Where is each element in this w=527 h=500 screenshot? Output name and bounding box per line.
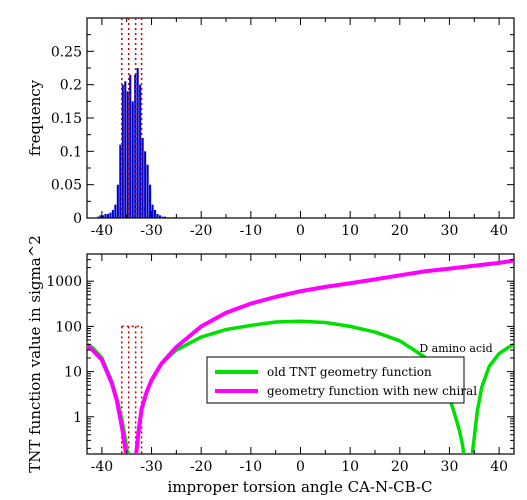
x-tick-label: 20 xyxy=(391,223,409,239)
histogram-bar xyxy=(144,151,147,218)
x-tick-label: 0 xyxy=(296,223,305,239)
function-curves xyxy=(87,258,514,454)
histogram-bar xyxy=(106,214,109,218)
histogram-bar xyxy=(161,216,164,218)
histogram-bar xyxy=(99,215,102,218)
histogram-bars xyxy=(96,68,176,218)
y-tick-label: 0.15 xyxy=(51,111,82,127)
histogram-bar xyxy=(124,81,127,218)
histogram-bar xyxy=(173,217,176,218)
x-tick-label: -40 xyxy=(91,459,114,475)
x-tick-label: 40 xyxy=(490,223,508,239)
x-tick-label: 20 xyxy=(391,459,409,475)
histogram-bar xyxy=(116,184,119,218)
y-tick-label: 100 xyxy=(55,319,82,335)
old-tnt-curve xyxy=(87,319,514,454)
x-tick-label: -10 xyxy=(240,223,263,239)
frequency-histogram-panel: -40 -30 -20 -10 0 10 20 30 40 0 0.05 0.1 0.15 0.2 0.2… xyxy=(26,17,515,239)
bottom-x-axis-label: improper torsion angle CA-N-CB-C xyxy=(168,478,433,496)
x-tick-label: 10 xyxy=(341,459,359,475)
histogram-bar xyxy=(134,74,137,218)
histogram-bar xyxy=(139,84,142,218)
histogram-bar xyxy=(121,84,124,218)
histogram-bar xyxy=(119,144,122,218)
x-tick-label: 10 xyxy=(341,223,359,239)
histogram-bar xyxy=(101,215,104,218)
histogram-bar xyxy=(158,215,162,218)
legend-label-old-tnt: old TNT geometry function xyxy=(267,365,432,379)
legend-label-new-chiral: geometry function with new chiral xyxy=(267,384,477,398)
x-tick-label: 40 xyxy=(490,459,508,475)
histogram-bar xyxy=(131,101,134,218)
histogram-bar xyxy=(109,212,112,218)
histogram-bar xyxy=(151,204,154,218)
legend-box xyxy=(206,356,465,404)
histogram-bar xyxy=(171,217,174,218)
x-tick-label: 30 xyxy=(441,223,459,239)
histogram-bar xyxy=(126,91,129,218)
histogram-bar xyxy=(129,74,132,218)
bottom-y-axis-ticks: 1 10 100 1000 xyxy=(46,253,514,449)
top-y-axis-label: frequency xyxy=(26,79,44,156)
y-tick-label: 0.05 xyxy=(51,178,82,194)
top-y-axis-ticks: 0 0.05 0.1 0.15 0.2 0.25 xyxy=(51,34,514,227)
histogram-bar xyxy=(104,214,107,218)
x-tick-label: -40 xyxy=(91,223,114,239)
tnt-function-panel: -40 -30 -20 -10 0 10 20 30 40 1 10 100 1000 TNT fun… xyxy=(26,235,515,496)
histogram-bar xyxy=(168,217,171,218)
histogram-bar xyxy=(163,216,167,218)
y-tick-label: 0.25 xyxy=(51,44,82,60)
x-tick-label: 30 xyxy=(441,459,459,475)
new-chiral-curve xyxy=(87,258,514,454)
y-tick-label: 0 xyxy=(73,211,82,227)
y-tick-label: 0.1 xyxy=(60,144,82,160)
x-tick-label: -20 xyxy=(190,223,213,239)
bottom-x-axis-ticks: -40 -30 -20 -10 0 10 20 30 40 xyxy=(91,254,508,475)
y-tick-label: 10 xyxy=(64,365,82,381)
top-reference-lines xyxy=(121,18,143,218)
histogram-bar xyxy=(136,68,139,218)
x-tick-label: -30 xyxy=(140,459,163,475)
histogram-bar xyxy=(96,216,100,218)
bottom-y-axis-label: TNT function value in sigma^2 xyxy=(26,235,44,473)
d-amino-acid-annotation: D amino acid xyxy=(419,342,492,355)
histogram-bar xyxy=(154,210,157,218)
legend: old TNT geometry function geometry funct… xyxy=(206,356,477,404)
x-tick-label: 0 xyxy=(296,459,305,475)
histogram-bar xyxy=(166,217,169,218)
top-x-axis-ticks: -40 -30 -20 -10 0 10 20 30 40 xyxy=(91,18,508,239)
histogram-bar xyxy=(146,164,149,218)
histogram-bar xyxy=(114,204,117,218)
histogram-bar xyxy=(156,214,159,218)
y-tick-label: 0.2 xyxy=(60,78,82,94)
x-tick-label: -10 xyxy=(240,459,263,475)
y-tick-label: 1000 xyxy=(46,274,82,290)
histogram-bar xyxy=(141,138,144,218)
histogram-bar xyxy=(149,184,152,218)
x-tick-label: -20 xyxy=(190,459,213,475)
histogram-bar xyxy=(111,210,114,218)
x-tick-label: -30 xyxy=(140,223,163,239)
y-tick-label: 1 xyxy=(73,410,82,426)
